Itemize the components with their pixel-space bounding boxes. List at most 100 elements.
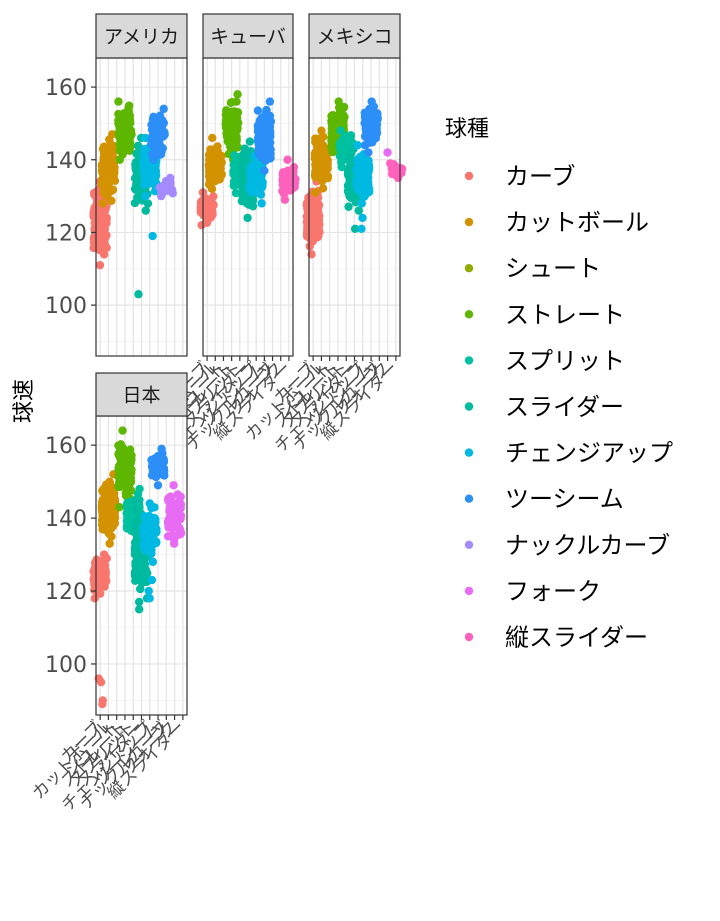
data-point <box>231 171 240 180</box>
data-point <box>199 211 208 220</box>
data-point <box>318 184 328 193</box>
facet-strip <box>308 13 401 59</box>
data-point <box>357 199 367 208</box>
data-point <box>345 153 355 162</box>
data-point <box>358 213 367 223</box>
data-point <box>213 146 222 156</box>
data-point <box>114 441 123 450</box>
data-point <box>315 171 324 180</box>
data-point <box>368 138 377 147</box>
data-point <box>353 182 363 191</box>
data-point <box>107 196 116 205</box>
data-point <box>230 180 239 190</box>
legend-key <box>464 171 474 181</box>
data-point <box>208 133 217 143</box>
facet-strip-label: キューバ <box>210 26 286 48</box>
y-tick-label: 100 <box>45 294 87 319</box>
data-point <box>249 172 258 182</box>
data-point <box>157 115 167 125</box>
data-point <box>155 122 164 131</box>
data-point <box>140 512 149 521</box>
data-point <box>153 481 163 490</box>
data-point <box>315 162 324 172</box>
data-point <box>289 162 299 172</box>
data-point <box>149 460 159 470</box>
data-point <box>383 148 392 157</box>
data-point <box>243 213 252 223</box>
data-point <box>346 190 355 199</box>
data-point <box>144 586 153 596</box>
data-point <box>142 538 151 547</box>
facet-strip-label: メキシコ <box>316 26 392 48</box>
data-point <box>160 183 169 193</box>
data-point <box>158 462 168 471</box>
data-point <box>122 462 132 471</box>
data-point <box>257 183 267 192</box>
data-point <box>285 179 294 188</box>
data-point <box>265 97 275 106</box>
data-point <box>145 594 154 603</box>
data-point <box>100 221 109 230</box>
data-point <box>99 188 108 198</box>
y-tick-label: 120 <box>45 580 87 605</box>
facet-strip-label: 日本 <box>122 385 160 407</box>
data-point <box>141 133 150 143</box>
data-point <box>171 512 180 521</box>
data-point <box>258 147 267 157</box>
data-point <box>166 523 176 532</box>
data-point <box>315 145 324 155</box>
data-point <box>239 159 248 168</box>
data-point <box>99 157 108 166</box>
data-point <box>115 121 124 130</box>
data-point <box>98 229 108 238</box>
data-point <box>115 140 124 149</box>
data-point <box>204 196 213 205</box>
data-point <box>141 565 151 574</box>
data-point <box>353 141 362 150</box>
data-point <box>316 134 325 143</box>
data-point <box>164 494 173 503</box>
data-point <box>354 166 364 176</box>
facet-strip-label: アメリカ <box>104 26 179 48</box>
data-point <box>248 202 258 211</box>
data-point <box>124 131 134 141</box>
data-point <box>134 605 144 614</box>
data-point <box>221 116 231 126</box>
y-tick-label: 120 <box>45 221 87 246</box>
data-point <box>98 696 107 705</box>
data-point <box>250 186 259 195</box>
data-point <box>150 454 159 464</box>
legend-label: フォーク <box>505 577 601 605</box>
legend-label: シュート <box>505 255 601 283</box>
data-point <box>370 130 380 140</box>
legend-label: スプリット <box>505 347 625 375</box>
data-point <box>131 576 140 585</box>
data-point <box>356 152 365 161</box>
data-point <box>248 196 258 205</box>
data-point <box>137 578 147 588</box>
data-point <box>126 473 136 483</box>
data-point <box>323 164 332 174</box>
y-axis-title: 球速 <box>12 379 37 423</box>
data-point <box>147 150 157 159</box>
data-point <box>226 98 236 107</box>
data-point <box>99 144 108 153</box>
legend-key <box>464 356 474 365</box>
data-point <box>176 492 185 501</box>
y-tick-label: 160 <box>45 76 87 101</box>
data-point <box>130 528 140 537</box>
facet-strip <box>95 13 188 59</box>
legend-label: 縦スライダー <box>505 624 648 652</box>
data-point <box>159 104 168 114</box>
data-point <box>102 480 111 489</box>
legend-label: カットボール <box>505 209 649 237</box>
legend-label: ツーシーム <box>505 485 624 513</box>
legend-key <box>464 632 474 642</box>
data-point <box>231 129 240 138</box>
legend-key <box>464 448 474 457</box>
data-point <box>388 164 397 174</box>
data-point <box>108 185 118 194</box>
data-point <box>260 166 269 175</box>
data-point <box>150 503 159 512</box>
data-point <box>100 508 109 518</box>
